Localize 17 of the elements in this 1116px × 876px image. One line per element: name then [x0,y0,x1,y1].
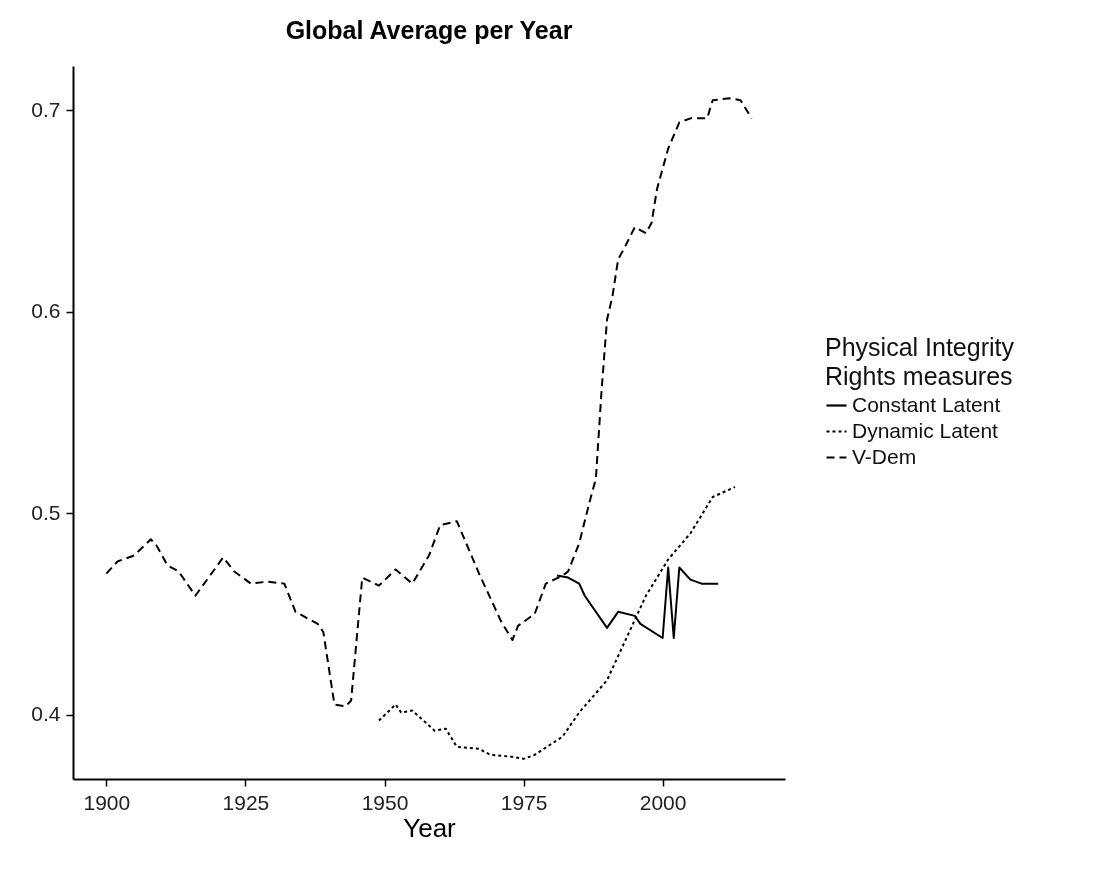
y-tick-label: 0.7 [31,97,61,121]
x-tick-label: 1925 [222,790,270,814]
x-tick-label: 1900 [83,790,131,814]
line-series [555,566,720,640]
legend-label: Constant Latent [852,392,1001,416]
y-tick-label: 0.4 [31,702,61,726]
x-tick-label: 2000 [639,790,687,814]
chart-title: Global Average per Year [285,16,573,44]
x-axis-title: Year [403,812,457,843]
legend-label: Dynamic Latent [852,418,999,442]
legend-title: Physical Integrity Rights measures [825,333,1015,390]
y-tick-label: 0.5 [31,500,61,524]
x-tick-label: 1975 [500,790,548,814]
line-series [377,485,736,760]
y-tick-label: 0.6 [31,299,61,323]
x-tick-label: 1950 [361,790,409,814]
legend-label: V-Dem [852,444,917,468]
